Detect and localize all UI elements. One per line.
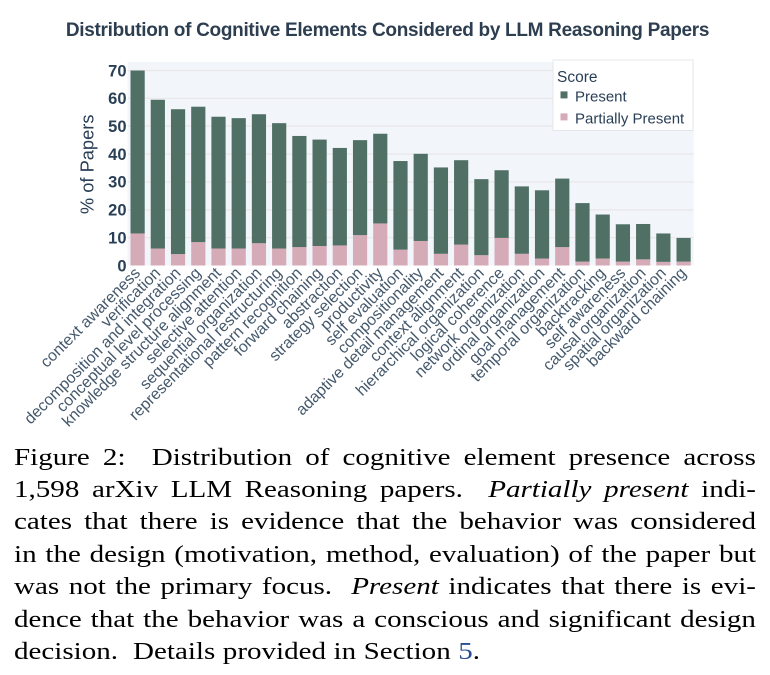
svg-text:% of Papers: % of Papers [77, 115, 98, 215]
svg-text:60: 60 [108, 90, 126, 108]
svg-text:40: 40 [108, 146, 126, 164]
svg-text:20: 20 [108, 202, 126, 220]
svg-text:Partially Present: Partially Present [575, 111, 685, 128]
svg-text:Score: Score [557, 69, 598, 86]
svg-text:10: 10 [108, 229, 126, 247]
svg-text:Present: Present [575, 89, 628, 106]
svg-text:70: 70 [108, 62, 126, 80]
svg-text:30: 30 [108, 174, 126, 192]
svg-text:0: 0 [117, 257, 126, 275]
svg-text:50: 50 [108, 118, 126, 136]
